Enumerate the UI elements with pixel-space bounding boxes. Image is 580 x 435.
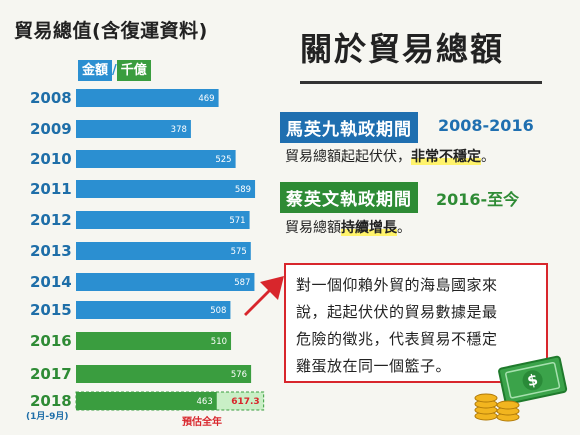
year-label: 2017: [30, 365, 72, 383]
value-label: 469: [198, 94, 214, 104]
tsai-period-badge: 蔡英文執政期間: [280, 182, 418, 213]
value-label: 571: [229, 216, 245, 226]
value-label: 510: [211, 337, 227, 347]
value-label: 575: [231, 247, 247, 257]
year-note: (1月-9月): [26, 411, 69, 422]
bar: [76, 365, 252, 383]
year-label: 2008: [30, 89, 72, 107]
ma-desc-prefix: 貿易總額起起伏伏，: [285, 149, 411, 165]
arrow-icon: [244, 276, 284, 316]
value-label: 463: [197, 397, 213, 407]
value-label: 508: [210, 306, 226, 316]
money-icon: $: [474, 355, 568, 422]
value-label: 576: [231, 370, 247, 380]
year-label: 2016: [30, 332, 72, 350]
chart-title: 貿易總值(含復運資料): [14, 20, 208, 42]
year-label: 2014: [30, 273, 72, 291]
tsai-desc-prefix: 貿易總額: [285, 220, 341, 236]
bar: [76, 242, 251, 260]
year-label: 2009: [30, 120, 72, 138]
svg-text:$: $: [526, 370, 540, 390]
ma-desc-suffix: 。: [481, 149, 495, 165]
trade-bar-chart: 469 2008 378 2009 525 2010 589 2011 571 2012 575 20…: [26, 89, 265, 428]
tsai-period-description: 貿易總額持續增長。: [285, 217, 411, 237]
bar: [76, 392, 217, 410]
bar: [76, 301, 231, 319]
bar: [76, 180, 256, 198]
year-label: 2012: [30, 211, 72, 229]
ma-period-badge: 馬英九執政期間: [280, 112, 418, 143]
ma-period-years: 2008-2016: [438, 116, 534, 135]
callout-line: 對一個仰賴外貿的海島國家來: [296, 276, 498, 294]
year-label: 2010: [30, 150, 72, 168]
year-label: 2013: [30, 242, 72, 260]
value-label: 587: [234, 278, 250, 288]
bar: [76, 332, 232, 350]
projection-label: 預估全年: [182, 415, 222, 428]
bar: [76, 120, 191, 138]
bar: [76, 89, 219, 107]
bar: [76, 150, 236, 168]
tsai-desc-highlight: 持續增長: [341, 220, 397, 236]
ma-period-description: 貿易總額起起伏伏，非常不穩定。: [285, 146, 495, 166]
unit-label: 金額 / 千億: [78, 60, 151, 81]
page-title: 關於貿易總額: [300, 30, 505, 68]
callout-line: 危險的徵兆，代表貿易不穩定: [296, 330, 498, 348]
year-label: 2018: [30, 392, 72, 410]
tsai-period-years: 2016-至今: [436, 190, 520, 209]
projection-value-label: 617.3: [231, 397, 259, 407]
value-label: 378: [171, 125, 187, 135]
unit-separator: /: [112, 63, 117, 78]
year-label: 2011: [30, 180, 72, 198]
ma-desc-highlight: 非常不穩定: [411, 149, 481, 165]
unit-scale: 千億: [116, 60, 151, 81]
tsai-desc-suffix: 。: [397, 220, 411, 236]
unit-amount: 金額: [78, 60, 113, 81]
callout-line: 雞蛋放在同一個籃子。: [296, 357, 452, 375]
value-label: 525: [215, 155, 231, 165]
bar: [76, 211, 250, 229]
callout-box: [284, 263, 548, 383]
year-label: 2015: [30, 301, 72, 319]
title-underline: [300, 81, 542, 84]
value-label: 589: [235, 185, 251, 195]
bar: [76, 273, 255, 291]
callout-line: 說，起起伏伏的貿易數據是最: [296, 303, 498, 321]
